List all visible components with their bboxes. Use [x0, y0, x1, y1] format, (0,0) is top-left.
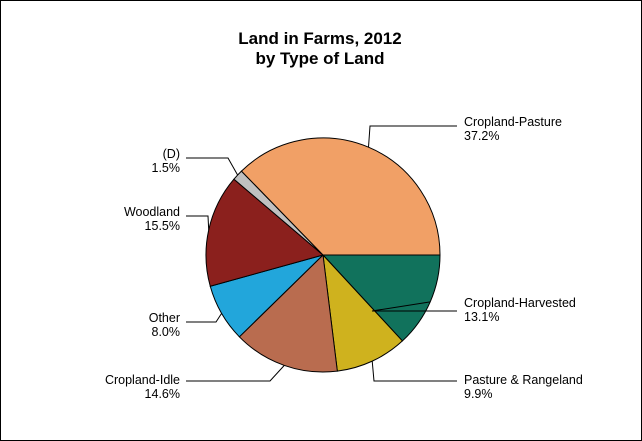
slice-percent-label: 15.5%: [145, 219, 180, 233]
slice-name-label: Cropland-Harvested: [464, 296, 576, 310]
leader-line: [186, 365, 285, 382]
leader-line: [371, 301, 457, 312]
leader-line: [186, 313, 223, 323]
slice-name-label: Cropland-Idle: [105, 373, 180, 387]
leader-lines: [186, 125, 457, 382]
pie-slices: [205, 137, 441, 373]
pie-slice-woodland: [205, 178, 325, 287]
leader-line: [371, 361, 457, 382]
leader-line: [186, 215, 210, 230]
slice-percent-label: 1.5%: [152, 161, 181, 175]
leader-line: [368, 125, 457, 148]
slice-percent-label: 13.1%: [464, 310, 499, 324]
slice-percent-label: 37.2%: [464, 129, 499, 143]
leader-line: [186, 157, 239, 176]
slice-name-label: (D): [163, 147, 180, 161]
chart-subtitle: by Type of Land: [255, 49, 384, 68]
pie-slice-pasture-rangeland: [322, 253, 404, 372]
slice-percent-label: 8.0%: [152, 325, 181, 339]
slice-name-label: Cropland-Pasture: [464, 115, 562, 129]
slice-percent-label: 14.6%: [145, 387, 180, 401]
slice-name-label: Pasture & Rangeland: [464, 373, 583, 387]
slice-name-label: Other: [149, 311, 180, 325]
slice-name-label: Woodland: [124, 205, 180, 219]
slice-percent-label: 9.9%: [464, 387, 493, 401]
chart-title: Land in Farms, 2012: [238, 29, 401, 48]
pie-slice-cropland-pasture: [240, 137, 441, 256]
pie-slice-cropland-idle: [238, 253, 338, 373]
